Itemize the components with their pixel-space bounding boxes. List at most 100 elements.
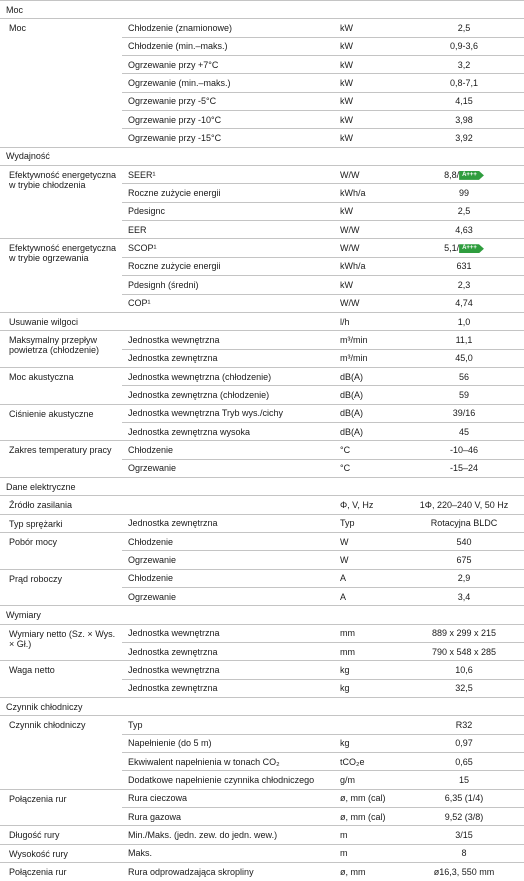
group-label: Waga netto xyxy=(0,660,122,698)
item: Jednostka zewnętrzna xyxy=(122,513,334,533)
item: Pdesignh (średni) xyxy=(122,275,334,294)
value-cell: 99 xyxy=(404,183,524,203)
spec-row: Roczne zużycie energii kWh/a 631 xyxy=(0,256,524,276)
group-label: Wysokość rury xyxy=(0,843,122,863)
value-cell: 631 xyxy=(404,256,524,276)
value: 56 xyxy=(459,371,470,382)
value: 4,74 xyxy=(455,298,473,309)
item: Jednostka wewnętrzna xyxy=(122,623,334,643)
value: 540 xyxy=(456,536,472,547)
item: Ogrzewanie xyxy=(122,586,334,606)
item: Jednostka zewnętrzna xyxy=(122,348,334,368)
item: Ogrzewanie przy -5°C xyxy=(122,91,334,111)
unit: ø, mm (cal) xyxy=(334,788,404,808)
value-cell: 4,74 xyxy=(404,293,524,313)
group-label: Efektywność energetyczna w trybie chłodz… xyxy=(0,165,122,239)
item: Rura odprowadzająca skropliny xyxy=(122,862,334,881)
spec-row: Ogrzewanie (min.–maks.) kW 0,8-7,1 xyxy=(0,73,524,93)
group-label: Połączenia rur xyxy=(0,788,122,826)
group-label: Czynnik chłodniczy xyxy=(0,715,122,790)
group-label: Moc xyxy=(0,18,122,148)
section-title: Czynnik chłodniczy xyxy=(0,697,524,716)
item: Ogrzewanie xyxy=(122,458,334,478)
unit: kW xyxy=(334,55,404,74)
value-cell: 2,3 xyxy=(404,275,524,294)
unit: kg xyxy=(334,733,404,753)
unit: A xyxy=(334,586,404,606)
value-cell: 9,52 (3/8) xyxy=(404,807,524,826)
section-title: Wydajność xyxy=(0,146,524,166)
value: 0,97 xyxy=(455,738,473,749)
group-label: Typ sprężarki xyxy=(0,513,122,533)
unit: W/W xyxy=(334,165,404,184)
unit: dB(A) xyxy=(334,366,404,386)
unit: Φ, V, Hz xyxy=(334,495,404,515)
value: 1Φ, 220–240 V, 50 Hz xyxy=(419,499,509,510)
spec-row: Ogrzewanie przy -10°C kW 3,98 xyxy=(0,110,524,129)
spec-row: Ogrzewanie W 675 xyxy=(0,550,524,570)
group-label: Źródło zasilania xyxy=(0,495,122,515)
section-row: Wydajność xyxy=(0,146,524,166)
spec-row: EER W/W 4,63 xyxy=(0,220,524,239)
value-cell: 2,5 xyxy=(404,201,524,221)
item: EER xyxy=(122,220,334,239)
value-cell: 5,1/A+++ xyxy=(404,238,524,258)
value-cell: 1,0 xyxy=(404,311,524,331)
spec-row: Zakres temperatury pracy Chłodzenie °C -10–… xyxy=(0,440,524,478)
value-cell: 15 xyxy=(404,770,524,790)
value: 631 xyxy=(456,261,472,272)
value: R32 xyxy=(455,720,473,731)
value: 0,65 xyxy=(455,756,473,767)
value: 3,98 xyxy=(455,114,473,125)
unit: W/W xyxy=(334,238,404,258)
spec-row: Długość rury Min./Maks. (jedn. zew. do je… xyxy=(0,825,524,845)
value: 1,0 xyxy=(457,316,471,327)
section-title: Moc xyxy=(0,0,524,19)
value: -10–46 xyxy=(449,444,479,455)
unit: kW xyxy=(334,110,404,129)
item: Jednostka wewnętrzna xyxy=(122,660,334,680)
unit: A xyxy=(334,568,404,588)
unit: °C xyxy=(334,440,404,460)
spec-row: Połączenia rur Rura odprowadzająca skropl… xyxy=(0,862,524,881)
section-row: Moc xyxy=(0,0,524,19)
value: 2,5 xyxy=(457,23,471,34)
value: 0,8-7,1 xyxy=(449,78,479,89)
value-cell: 1Φ, 220–240 V, 50 Hz xyxy=(404,495,524,515)
section-row: Dane elektryczne xyxy=(0,476,524,496)
value-cell: 3,92 xyxy=(404,128,524,148)
item: Min./Maks. (jedn. zew. do jedn. wew.) xyxy=(122,825,334,845)
item: Chłodzenie xyxy=(122,440,334,460)
spec-row: Jednostka zewnętrzna (chłodzenie) dB(A) 59 xyxy=(0,385,524,405)
unit: kW xyxy=(334,275,404,294)
value: ø16,3, 550 mm xyxy=(433,867,495,878)
value: 0,9-3,6 xyxy=(449,41,479,52)
item: Chłodzenie xyxy=(122,531,334,551)
item: Jednostka zewnętrzna xyxy=(122,678,334,698)
value: 889 x 299 x 215 xyxy=(431,628,497,639)
value-cell: 6,35 (1/4) xyxy=(404,788,524,808)
unit: g/m xyxy=(334,770,404,790)
value-cell: 3/15 xyxy=(404,825,524,845)
spec-row: Typ sprężarki Jednostka zewnętrzna Typ Rota… xyxy=(0,513,524,533)
value-cell: 10,6 xyxy=(404,660,524,680)
value: 45,0 xyxy=(455,353,473,364)
spec-row: Ciśnienie akustyczne Jednostka wewnętrzna… xyxy=(0,403,524,441)
unit: dB(A) xyxy=(334,403,404,423)
group-label: Prąd roboczy xyxy=(0,568,122,606)
section-row: Czynnik chłodniczy xyxy=(0,697,524,716)
spec-row: Jednostka zewnętrzna wysoka dB(A) 45 xyxy=(0,421,524,441)
value-cell: 4,15 xyxy=(404,91,524,111)
unit: ø, mm xyxy=(334,862,404,881)
unit: m xyxy=(334,843,404,863)
group-label: Moc akustyczna xyxy=(0,366,122,405)
unit xyxy=(334,715,404,735)
value-cell: 0,8-7,1 xyxy=(404,73,524,93)
value: 8 xyxy=(461,848,467,859)
value: 3,92 xyxy=(455,133,473,144)
unit: dB(A) xyxy=(334,421,404,441)
group-label: Długość rury xyxy=(0,825,122,845)
spec-row: Chłodzenie (min.–maks.) kW 0,9-3,6 xyxy=(0,36,524,56)
value-cell: 0,65 xyxy=(404,752,524,771)
value: 9,52 (3/8) xyxy=(444,811,484,822)
